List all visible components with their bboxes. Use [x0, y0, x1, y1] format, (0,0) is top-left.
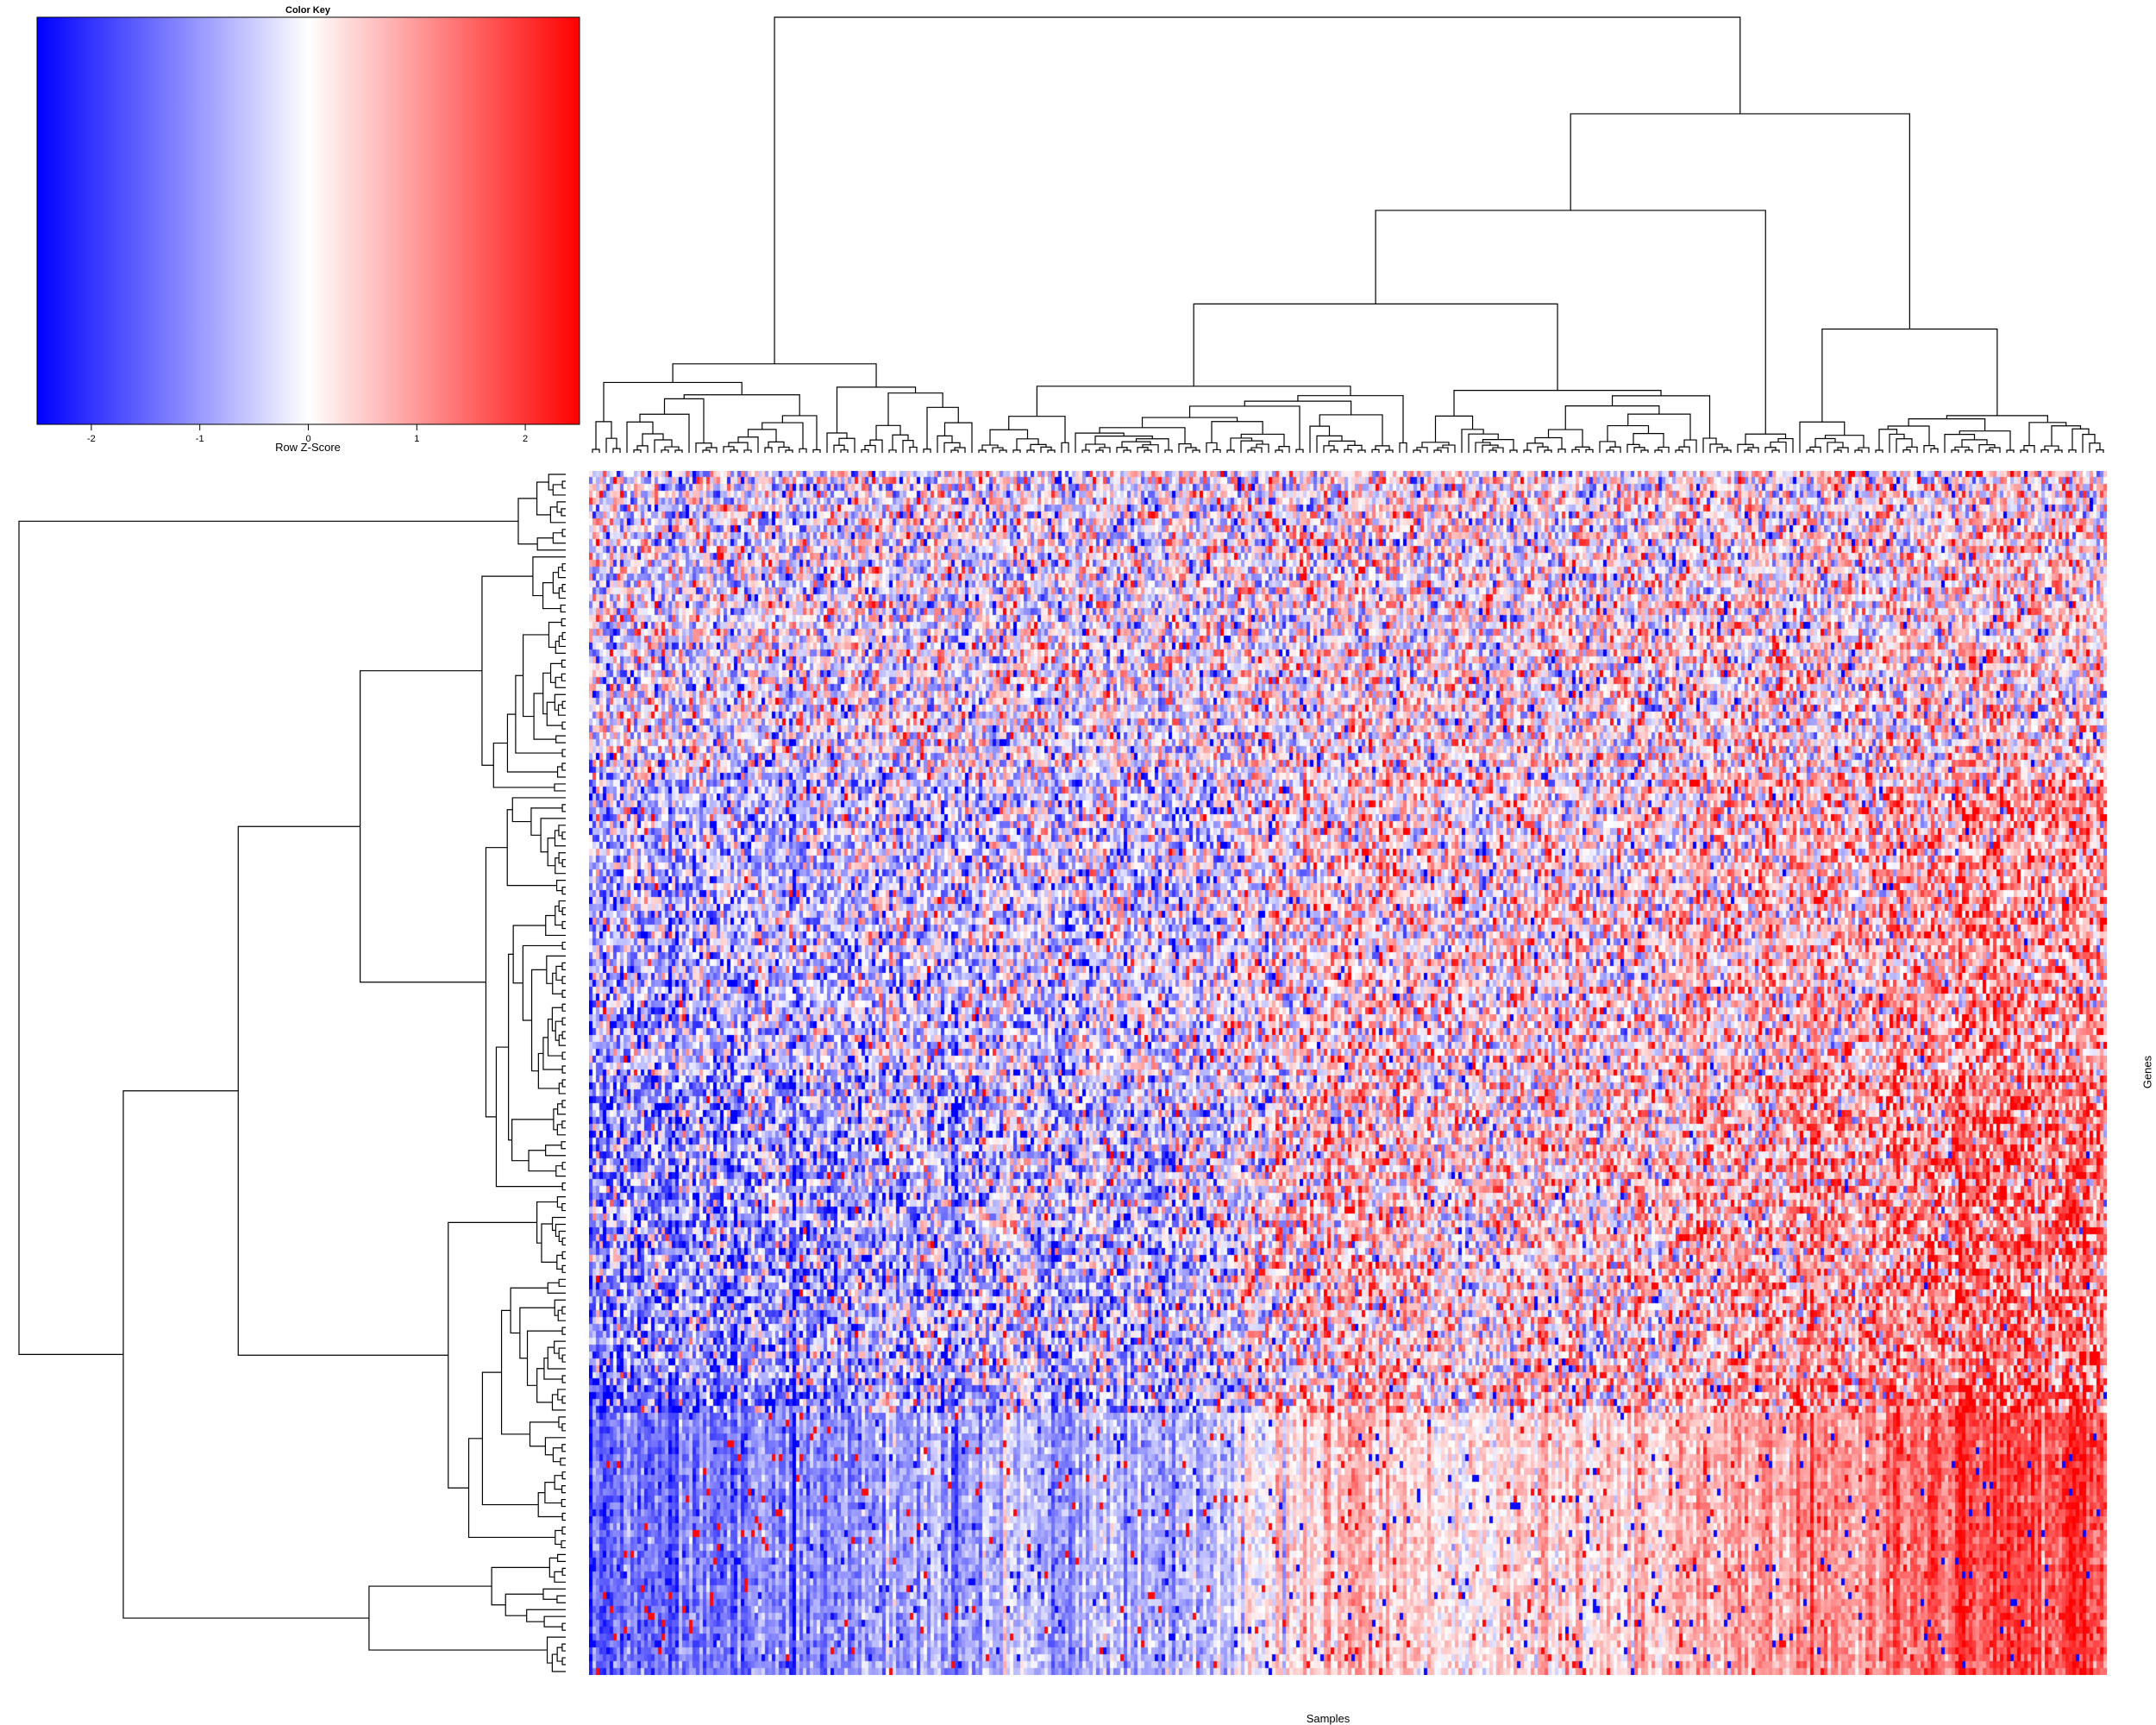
column-dendrogram-svg — [592, 16, 2104, 453]
color-key: Color Key -2 -1 0 1 2 Row Z-Score — [0, 0, 595, 466]
column-dendrogram-branches — [592, 16, 2104, 453]
color-key-tick-label: 1 — [414, 434, 419, 444]
row-dendrogram-svg — [18, 474, 566, 1672]
heatmap-cells — [589, 471, 2107, 1675]
row-dendrogram — [0, 466, 586, 1690]
y-axis-label: Genes — [2140, 1055, 2154, 1089]
color-key-label: Row Z-Score — [275, 441, 341, 454]
color-key-tick-label: 0 — [305, 434, 310, 444]
color-key-title: Color Key — [285, 5, 331, 16]
row-dendrogram-branches — [18, 474, 566, 1672]
color-key-gradient — [36, 16, 580, 425]
color-key-tick-label: -1 — [196, 434, 204, 444]
color-key-ticks: -2 -1 0 1 2 — [87, 424, 528, 444]
color-key-tick-label: 2 — [523, 434, 528, 444]
heatmap-grid — [589, 471, 2107, 1675]
color-key-tick-label: -2 — [87, 434, 96, 444]
x-axis-label: Samples — [1306, 1712, 1351, 1725]
column-dendrogram — [586, 0, 2113, 466]
color-key-svg: Color Key -2 -1 0 1 2 Row Z-Score — [36, 5, 580, 454]
